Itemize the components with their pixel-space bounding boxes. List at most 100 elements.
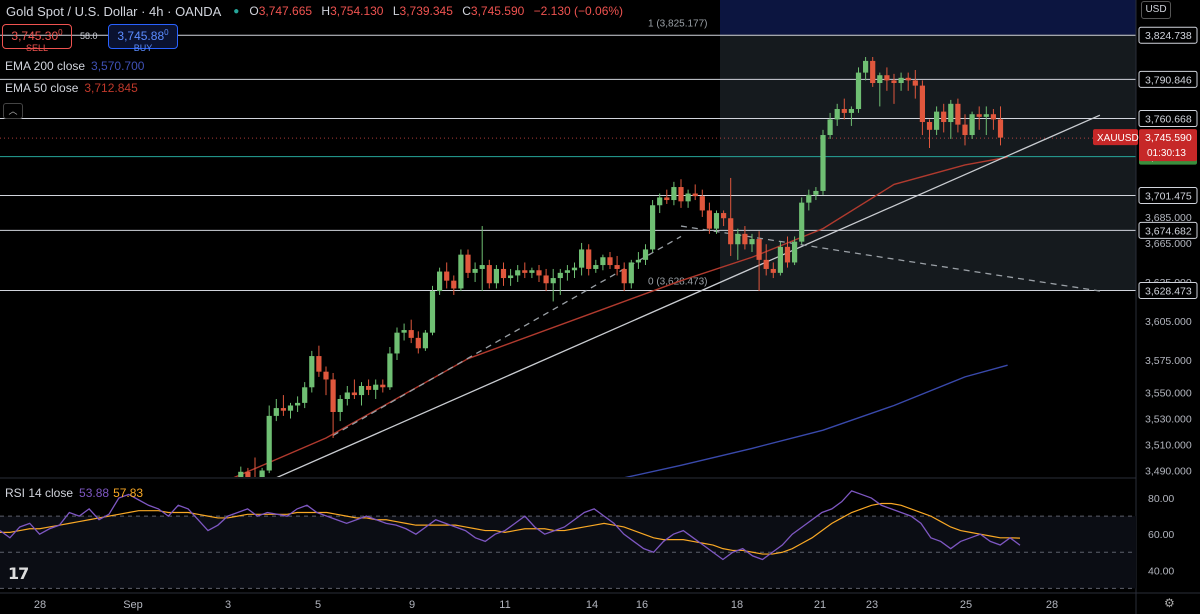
- candle-body: [238, 471, 244, 477]
- chevron-up-icon[interactable]: ︿: [3, 103, 23, 119]
- time-tick-label: 3: [225, 599, 231, 611]
- chart-header: Gold Spot / U.S. Dollar · 4h · OANDA ● O…: [0, 0, 629, 22]
- candle-body: [706, 210, 712, 229]
- candle-body: [316, 356, 322, 372]
- candle-body: [344, 392, 350, 399]
- rsi-value: 53.88: [79, 486, 110, 500]
- candle-body: [699, 196, 705, 211]
- candle-body: [926, 122, 933, 130]
- candle-body: [472, 268, 478, 273]
- candle-body: [479, 265, 485, 269]
- candle-body: [557, 272, 563, 279]
- candle-body: [635, 259, 641, 263]
- rsi-ma-line: [0, 502, 1021, 555]
- level-tag: [1138, 281, 1198, 299]
- symbol-tag-label: XAUUSD: [1097, 133, 1139, 144]
- symbol-title[interactable]: Gold Spot / U.S. Dollar · 4h · OANDA: [6, 3, 222, 19]
- price-axis: [1136, 0, 1200, 614]
- candle-body: [224, 489, 229, 494]
- level-tag-label: 3,674.682: [1145, 225, 1192, 237]
- candle-body: [273, 408, 279, 416]
- price-tick-label: 3,510.000: [1145, 439, 1192, 451]
- candle-body: [834, 109, 840, 120]
- candle-body: [217, 489, 222, 516]
- price-tick-label: 3,575.000: [1145, 355, 1192, 367]
- logo-icon: 17: [8, 564, 29, 583]
- candle-body: [990, 114, 996, 120]
- candle-body: [486, 265, 492, 284]
- candle-body: [827, 119, 833, 136]
- candle-body: [650, 205, 656, 250]
- price-tick-label: 3,685.000: [1145, 212, 1192, 224]
- candle-body: [770, 268, 776, 273]
- time-tick-label: 21: [814, 599, 826, 611]
- level-tag: [1138, 70, 1198, 88]
- candle-body: [976, 114, 982, 117]
- candle-body: [841, 109, 847, 113]
- candle-body: [564, 270, 570, 273]
- candle-body: [855, 72, 862, 110]
- time-tick-label: 28: [34, 599, 46, 611]
- candle-body: [884, 75, 890, 81]
- candle-body: [351, 392, 357, 396]
- ema50-legend[interactable]: EMA 50 close 3,712.845: [5, 81, 138, 95]
- candle-body: [912, 80, 918, 86]
- open-label: O: [249, 4, 259, 18]
- candle-body: [387, 353, 393, 388]
- candle-body: [664, 197, 670, 201]
- gear-icon[interactable]: ⚙: [1164, 596, 1175, 610]
- candle-body: [628, 262, 634, 284]
- close-label: C: [462, 4, 471, 18]
- candle-body: [287, 405, 294, 411]
- candle-body: [500, 268, 507, 279]
- candle-body: [721, 213, 727, 219]
- candle-body: [401, 330, 407, 333]
- time-tick-label: 18: [731, 599, 743, 611]
- currency-button[interactable]: USD: [1141, 1, 1171, 19]
- candle-body: [337, 398, 343, 412]
- candle-body: [309, 356, 315, 388]
- price-tick-label: 3,490.000: [1145, 465, 1192, 477]
- buy-price: 3,745.88: [117, 29, 165, 43]
- candle-body: [358, 385, 365, 396]
- candle-body: [231, 484, 236, 494]
- current-price-label: 3,745.590: [1145, 132, 1192, 144]
- candle-body: [870, 60, 876, 84]
- candle-body: [955, 103, 961, 125]
- candle-body: [763, 259, 769, 269]
- rsi-legend[interactable]: RSI 14 close 53.88 57.83: [5, 486, 143, 500]
- candle-body: [593, 265, 599, 269]
- candle-body: [330, 379, 336, 412]
- price-tick-label: 3,665.000: [1145, 238, 1192, 250]
- candle-body: [997, 119, 1004, 138]
- candle-body: [948, 103, 954, 123]
- candle-body: [735, 233, 741, 245]
- candle-body: [678, 187, 684, 202]
- candle-body: [422, 332, 428, 349]
- buy-button[interactable]: 3,745.880 BUY: [108, 24, 178, 53]
- price-tick-label: 3,550.000: [1145, 387, 1192, 399]
- candle-body: [919, 85, 925, 123]
- sell-button[interactable]: 3,745.300 SELL: [2, 24, 72, 53]
- sell-price: 3,745.30: [11, 29, 59, 43]
- price-tick-label: 3,605.000: [1145, 316, 1192, 328]
- time-tick-label: 11: [499, 599, 510, 611]
- level-tag-label: 3,824.738: [1145, 30, 1192, 42]
- candle-body: [820, 135, 826, 191]
- candle-body: [444, 271, 450, 281]
- candle-body: [458, 254, 464, 289]
- candle-body: [657, 197, 663, 206]
- candle-body: [465, 254, 471, 273]
- price-pane: [217, 57, 1101, 516]
- candle-body: [898, 77, 904, 84]
- spread-value: 58.0: [80, 31, 98, 41]
- candle-body: [749, 239, 755, 245]
- time-tick-label: 16: [636, 599, 648, 611]
- ema200-legend[interactable]: EMA 200 close 3,570.700: [5, 59, 144, 73]
- ema50-value: 3,712.845: [84, 81, 138, 95]
- candle-body: [493, 268, 499, 284]
- candle-body: [529, 270, 535, 273]
- ema200-label: EMA 200 close: [5, 59, 86, 73]
- time-tick-label: 14: [586, 599, 598, 611]
